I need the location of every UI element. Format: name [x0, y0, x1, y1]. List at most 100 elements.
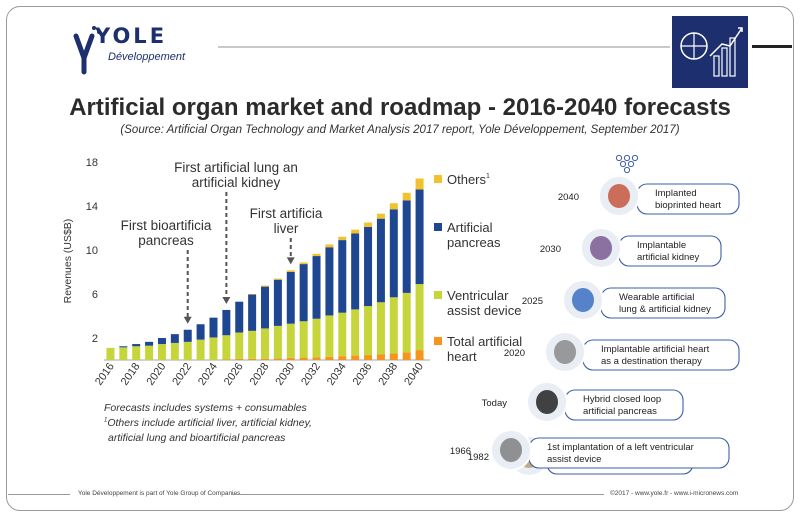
milestone-year: 2020 — [504, 348, 525, 359]
legend-swatch — [434, 291, 442, 299]
bar-segment-ventricular-assist-device — [183, 341, 192, 360]
bar-segment-artificial-pancreas — [132, 344, 141, 347]
x-tick-label: 2030 — [273, 361, 297, 388]
growth-dot — [627, 160, 635, 168]
milestone-label: as a destination therapy — [601, 356, 702, 367]
bar-segment-total-artificial-heart — [338, 356, 347, 360]
logo-name: YOLE — [95, 24, 168, 48]
growth-dot — [623, 166, 631, 174]
bar-segment-total-artificial-heart — [364, 355, 373, 360]
bar-segment-artificial-pancreas — [364, 226, 373, 307]
bar-segment-artificial-pancreas — [338, 240, 347, 313]
milestone-year: 2040 — [558, 192, 579, 203]
x-tick-label: 2016 — [93, 361, 117, 388]
report-badge-icon — [672, 16, 748, 88]
bar-segment-artificial-pancreas — [209, 317, 218, 338]
annotation-arrowhead — [286, 257, 295, 265]
milestone-year: 2030 — [540, 244, 561, 255]
legend-label: Total artificial — [447, 334, 522, 349]
bar-segment-ventricular-assist-device — [351, 309, 360, 356]
bar-segment-ventricular-assist-device — [157, 344, 166, 360]
bar-segment-artificial-pancreas — [222, 309, 231, 336]
growth-dot — [615, 154, 623, 162]
bar-segment-artificial-pancreas — [325, 247, 334, 316]
bar-segment-ventricular-assist-device — [196, 339, 205, 360]
milestone-label: assist device — [547, 454, 601, 465]
growth-dot — [619, 160, 627, 168]
heart-icon-glyph — [608, 184, 630, 208]
x-tick-label: 2018 — [119, 361, 143, 388]
page-title: Artificial organ market and roadmap - 20… — [69, 94, 731, 121]
bar-segment-others — [402, 192, 411, 201]
bar-segment-artificial-pancreas — [170, 334, 179, 343]
legend-swatch — [434, 337, 442, 345]
y-tick-label: 6 — [92, 289, 98, 301]
bar-segment-ventricular-assist-device — [325, 315, 334, 357]
annotation-label: First artificia — [250, 206, 323, 221]
bar-segment-ventricular-assist-device — [364, 306, 373, 356]
yole-logo — [73, 26, 101, 75]
x-tick-label: 2034 — [325, 361, 349, 388]
source-note: (Source: Artificial Organ Technology and… — [120, 124, 680, 136]
bar-segment-artificial-pancreas — [235, 301, 244, 333]
legend-label: Others1 — [447, 172, 490, 187]
milestone-label: Hybrid closed loop — [583, 394, 661, 405]
bar-segment-ventricular-assist-device — [235, 332, 244, 359]
x-tick-label: 2024 — [196, 361, 220, 388]
bar-segment-others — [325, 244, 334, 248]
bar-segment-ventricular-assist-device — [248, 330, 257, 359]
bar-segment-ventricular-assist-device — [222, 335, 231, 360]
bar-segment-others — [338, 236, 347, 241]
milestone-label: bioprinted heart — [655, 200, 721, 211]
bar-segment-artificial-pancreas — [145, 341, 154, 346]
footer-line-left — [8, 494, 70, 495]
x-tick-label: 2028 — [248, 361, 272, 388]
bar-segment-ventricular-assist-device — [273, 325, 282, 359]
footer-company: Yole Développement is part of Yole Group… — [78, 490, 241, 497]
bar-segment-total-artificial-heart — [402, 352, 411, 360]
bar-segment-ventricular-assist-device — [261, 328, 269, 359]
bar-segment-total-artificial-heart — [312, 357, 321, 360]
bar-segment-others — [364, 222, 373, 227]
note-others: 1Others include artificial liver, artifi… — [104, 417, 312, 429]
bar-segment-total-artificial-heart — [376, 354, 385, 360]
bar-segment-artificial-pancreas — [415, 189, 424, 285]
bar-segment-artificial-pancreas — [196, 324, 205, 340]
milestone-label: 1st implantation of a left ventricular — [547, 442, 694, 453]
bar-segment-others — [273, 278, 282, 280]
bar-segment-artificial-pancreas — [402, 200, 411, 293]
legend-label: Ventricular — [447, 288, 509, 303]
bar-segment-artificial-pancreas — [299, 264, 308, 322]
bar-segment-ventricular-assist-device — [170, 342, 179, 360]
bar-segment-ventricular-assist-device — [312, 318, 321, 358]
note-others-cont: artificial lung and bioartificial pancre… — [108, 432, 286, 444]
bar-segment-others — [389, 203, 398, 210]
annotation-arrowhead — [183, 316, 192, 324]
footer-line-mid — [232, 494, 604, 495]
milestone-label: artificial pancreas — [583, 406, 657, 417]
insulin-pump-icon-glyph — [536, 390, 558, 414]
bar-segment-ventricular-assist-device — [376, 302, 385, 355]
bar-segment-artificial-pancreas — [351, 233, 360, 310]
milestone-year: 1982 — [468, 452, 489, 463]
milestone-year: Today — [482, 398, 508, 409]
x-tick-label: 2036 — [351, 361, 375, 388]
bar-segment-artificial-pancreas — [273, 279, 282, 326]
x-tick-label: 2032 — [299, 361, 323, 388]
bar-segment-ventricular-assist-device — [389, 297, 398, 354]
artificial-heart-icon-glyph — [554, 340, 576, 364]
bar-segment-ventricular-assist-device — [286, 323, 295, 358]
bar-segment-artificial-pancreas — [248, 294, 257, 331]
bar-segment-others — [415, 178, 424, 190]
y-tick-label: 18 — [86, 157, 98, 169]
bar-segment-artificial-pancreas — [389, 209, 398, 298]
x-tick-label: 2026 — [222, 361, 246, 388]
annotation-label: First bioartificia — [121, 218, 212, 233]
bar-segment-total-artificial-heart — [325, 356, 334, 360]
milestone-year: 1966 — [450, 446, 471, 457]
y-axis-label: Revenues (US$B) — [62, 219, 74, 304]
bar-segment-others — [351, 229, 360, 234]
bar-segment-total-artificial-heart — [389, 353, 398, 360]
header-divider-accent — [752, 45, 792, 48]
bar-segment-others — [312, 253, 321, 257]
